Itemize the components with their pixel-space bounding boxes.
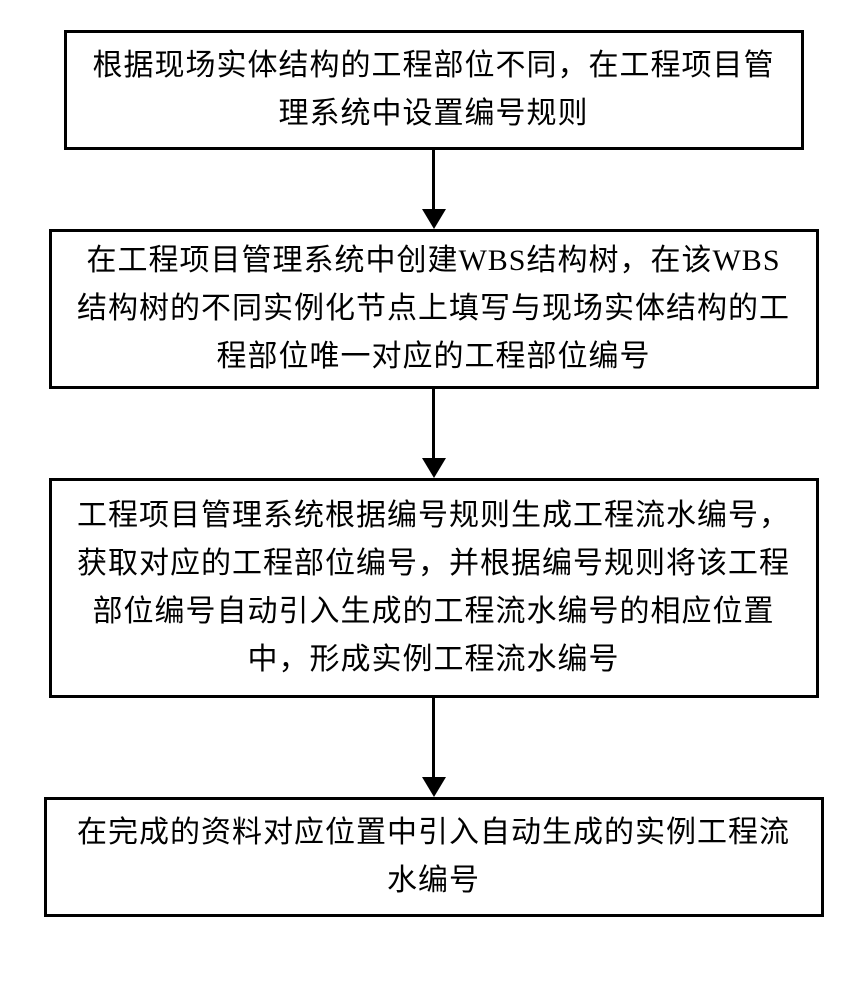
arrow-shaft	[432, 698, 435, 778]
flow-step-2: 在工程项目管理系统中创建WBS结构树，在该WBS结构树的不同实例化节点上填写与现…	[49, 229, 819, 389]
arrow-head-icon	[422, 209, 446, 229]
arrow-head-icon	[422, 458, 446, 478]
flow-step-4: 在完成的资料对应位置中引入自动生成的实例工程流水编号	[44, 797, 824, 917]
flow-step-4-text: 在完成的资料对应位置中引入自动生成的实例工程流水编号	[71, 809, 797, 905]
arrow-2	[422, 389, 446, 478]
arrow-1	[422, 150, 446, 229]
flow-step-2-text: 在工程项目管理系统中创建WBS结构树，在该WBS结构树的不同实例化节点上填写与现…	[76, 237, 792, 381]
arrow-shaft	[432, 389, 435, 459]
arrow-3	[422, 698, 446, 797]
flow-step-3-text: 工程项目管理系统根据编号规则生成工程流水编号，获取对应的工程部位编号，并根据编号…	[76, 492, 792, 684]
flow-step-1-text: 根据现场实体结构的工程部位不同，在工程项目管理系统中设置编号规则	[91, 42, 777, 138]
arrow-head-icon	[422, 777, 446, 797]
flow-step-3: 工程项目管理系统根据编号规则生成工程流水编号，获取对应的工程部位编号，并根据编号…	[49, 478, 819, 698]
flowchart-container: 根据现场实体结构的工程部位不同，在工程项目管理系统中设置编号规则 在工程项目管理…	[44, 30, 824, 917]
flow-step-1: 根据现场实体结构的工程部位不同，在工程项目管理系统中设置编号规则	[64, 30, 804, 150]
arrow-shaft	[432, 150, 435, 210]
